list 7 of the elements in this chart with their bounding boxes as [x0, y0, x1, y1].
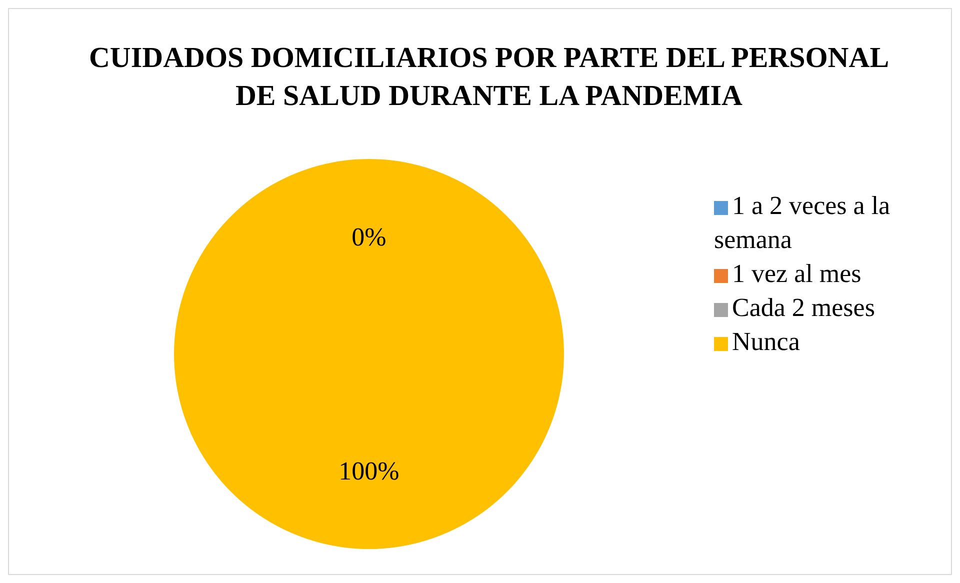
- legend-label: 1 vez al mes: [732, 259, 862, 288]
- chart-title: CUIDADOS DOMICILIARIOS POR PARTE DEL PERSONAL DE SALUD DURANTE LA PANDEMIA: [88, 41, 890, 114]
- legend-label: Nunca: [732, 327, 800, 356]
- data-label: 100%: [338, 456, 400, 486]
- legend-label: Cada 2 meses: [732, 293, 875, 322]
- text: 0%: [352, 222, 386, 252]
- legend-label: 1 a 2 veces a la semana: [714, 191, 890, 254]
